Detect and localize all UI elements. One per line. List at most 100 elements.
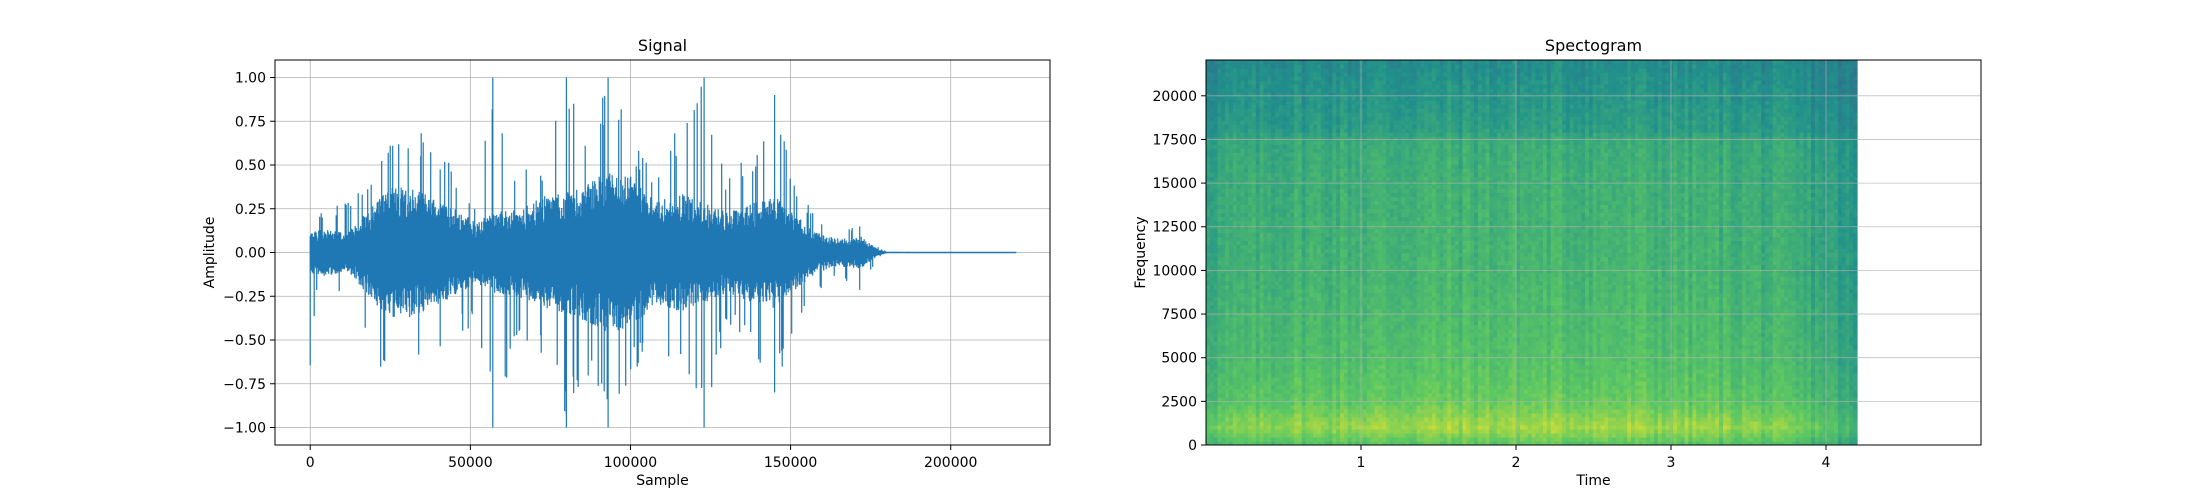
spectrogram-cell	[1382, 220, 1386, 225]
spectrogram-cell	[1382, 321, 1386, 326]
spectrogram-cell	[1244, 337, 1248, 342]
spectrogram-cell	[1374, 172, 1378, 177]
spectrogram-cell	[1363, 425, 1367, 430]
spectrogram-cell	[1294, 100, 1298, 105]
spectrogram-cell	[1286, 160, 1290, 165]
spectrogram-cell	[1386, 345, 1390, 350]
spectrogram-cell	[1321, 277, 1325, 282]
spectrogram-cell	[1317, 361, 1321, 366]
spectrogram-cell	[1233, 261, 1237, 266]
spectrogram-cell	[1394, 301, 1398, 306]
spectrogram-cell	[1317, 128, 1321, 133]
spectrogram-cell	[1229, 204, 1233, 209]
spectrogram-cell	[1279, 361, 1283, 366]
spectrogram-cell	[1206, 369, 1210, 374]
spectrogram-cell	[1233, 373, 1237, 378]
spectrogram-cell	[1229, 188, 1233, 193]
spectrogram-cell	[1394, 417, 1398, 422]
spectrogram-cell	[1378, 204, 1382, 209]
spectrogram-cell	[1298, 421, 1302, 426]
spectrogram-cell	[1325, 417, 1329, 422]
spectrogram-cell	[1240, 168, 1244, 173]
spectrogram-cell	[1210, 353, 1214, 358]
spectrogram-cell	[1244, 100, 1248, 105]
spectrogram-cell	[1271, 232, 1275, 237]
spectrogram-cell	[1329, 200, 1333, 205]
spectrogram-cell	[1394, 104, 1398, 109]
spectrogram-cell	[1397, 353, 1401, 358]
spectrogram-cell	[1363, 369, 1367, 374]
spectrogram-cell	[1248, 200, 1252, 205]
spectrogram-cell	[1244, 108, 1248, 113]
spectrogram-cell	[1355, 180, 1359, 185]
spectrogram-cell	[1233, 393, 1237, 398]
spectrogram-cell	[1340, 88, 1344, 93]
spectrogram-cell	[1237, 200, 1241, 205]
spectrogram-cell	[1394, 136, 1398, 141]
spectrogram-cell	[1233, 212, 1237, 217]
spectrogram-cell	[1283, 393, 1287, 398]
spectrogram-cell	[1348, 285, 1352, 290]
spectrogram-cell	[1260, 168, 1264, 173]
spectrogram-cell	[1309, 108, 1313, 113]
spectrogram-cell	[1336, 184, 1340, 189]
spectrogram-cell	[1378, 345, 1382, 350]
spectrogram-cell	[1248, 353, 1252, 358]
spectrogram-cell	[1244, 277, 1248, 282]
spectrogram-cell	[1214, 257, 1218, 262]
spectrogram-cell	[1394, 84, 1398, 89]
spectrogram-cell	[1363, 212, 1367, 217]
spectrogram-cell	[1256, 172, 1260, 177]
spectrogram-cell	[1367, 228, 1371, 233]
spectrogram-cell	[1332, 425, 1336, 430]
spectrogram-cell	[1290, 88, 1294, 93]
spectrogram-cell	[1355, 337, 1359, 342]
spectrogram-cell	[1348, 293, 1352, 298]
spectrogram-cell	[1386, 289, 1390, 294]
spectrogram-cell	[1290, 393, 1294, 398]
spectrogram-cell	[1275, 365, 1279, 370]
spectrogram-cell	[1244, 128, 1248, 133]
spectrogram-cell	[1382, 128, 1386, 133]
spectrogram-cell	[1378, 373, 1382, 378]
spectrogram-cell	[1390, 345, 1394, 350]
spectrogram-cell	[1313, 96, 1317, 101]
spectrogram-cell	[1237, 156, 1241, 161]
spectrogram-cell	[1374, 244, 1378, 249]
spectrogram-cell	[1221, 136, 1225, 141]
spectrogram-cell	[1306, 297, 1310, 302]
spectrogram-cell	[1229, 200, 1233, 205]
spectrogram-cell	[1290, 405, 1294, 410]
spectrogram-cell	[1344, 393, 1348, 398]
spectrogram-cell	[1271, 289, 1275, 294]
spectrogram-cell	[1286, 124, 1290, 129]
spectrogram-cell	[1225, 196, 1229, 201]
spectrogram-cell	[1283, 240, 1287, 245]
spectrogram-cell	[1317, 293, 1321, 298]
spectrogram-cell	[1352, 269, 1356, 274]
spectrogram-cell	[1352, 196, 1356, 201]
spectrogram-cell	[1363, 196, 1367, 201]
spectrogram-cell	[1321, 373, 1325, 378]
spectrogram-cell	[1206, 216, 1210, 221]
spectrogram-cell	[1355, 148, 1359, 153]
spectrogram-cell	[1355, 76, 1359, 81]
spectrogram-cell	[1390, 329, 1394, 334]
spectrogram-cell	[1321, 156, 1325, 161]
spectrogram-cell	[1355, 293, 1359, 298]
spectrogram-cell	[1352, 385, 1356, 390]
spectrogram-cell	[1321, 96, 1325, 101]
spectrogram-cell	[1363, 333, 1367, 338]
spectrogram-cell	[1363, 132, 1367, 137]
spectrogram-cell	[1309, 184, 1313, 189]
spectrogram-cell	[1306, 313, 1310, 318]
spectrogram-cell	[1302, 84, 1306, 89]
spectrogram-cell	[1240, 116, 1244, 121]
spectrogram-cell	[1397, 228, 1401, 233]
spectrogram-cell	[1206, 361, 1210, 366]
spectrogram-cell	[1340, 397, 1344, 402]
spectrogram-cell	[1390, 80, 1394, 85]
spectrogram-cell	[1271, 421, 1275, 426]
spectrogram-cell	[1348, 232, 1352, 237]
spectrogram-cell	[1214, 281, 1218, 286]
